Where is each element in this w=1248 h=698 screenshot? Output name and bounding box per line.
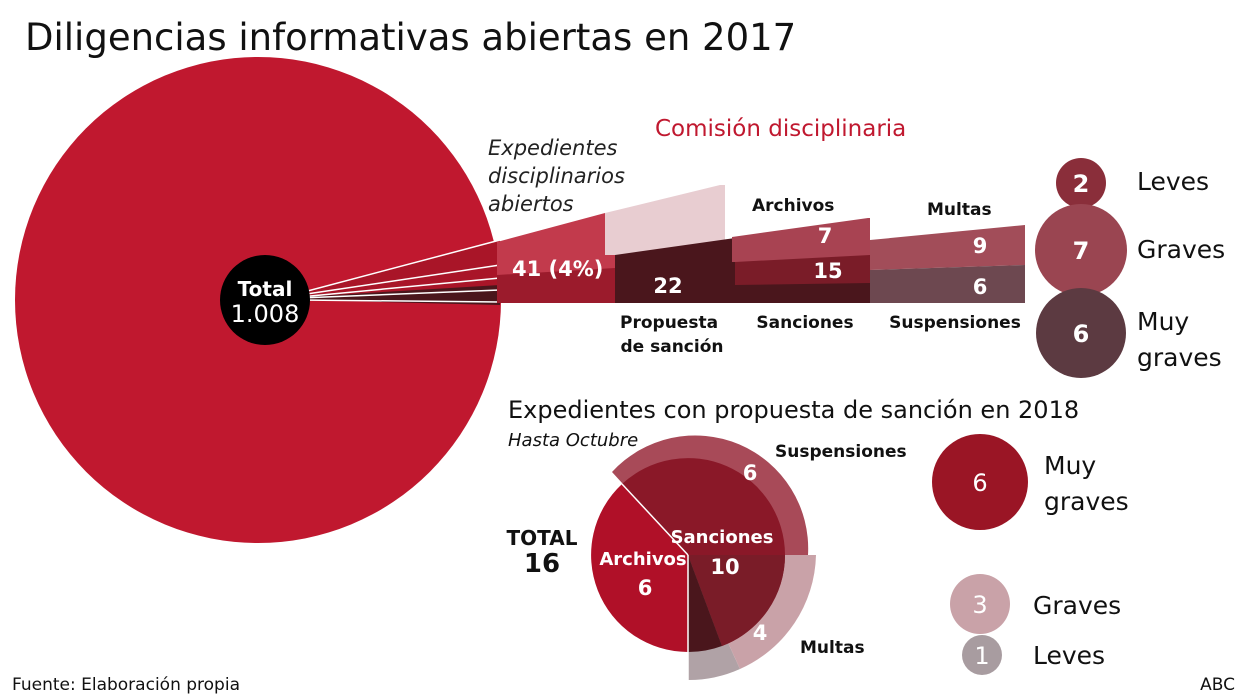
total-badge — [220, 255, 310, 345]
severity-value: 6 — [972, 469, 987, 497]
severity-2018-muy-graves — [932, 434, 1028, 530]
severity-value: 3 — [972, 591, 987, 619]
suspensiones-2018-label: Suspensiones — [775, 442, 907, 462]
expedientes-label-line: Expedientes — [488, 136, 617, 160]
multas-label: Multas — [927, 200, 992, 220]
severity-bubble-leves — [1056, 158, 1106, 208]
archivos-2018-value: 6 — [638, 576, 653, 600]
severity-label: Muy graves — [1044, 451, 1129, 516]
severity-value: 6 — [1073, 320, 1090, 348]
section-2018-subtitle: Hasta Octubre — [508, 430, 638, 451]
severity-label-line: Muy — [1137, 307, 1189, 336]
bar-propuesta-top — [605, 185, 725, 255]
brand-logo: ABC — [1200, 675, 1235, 695]
severity-label: Graves — [1033, 591, 1121, 620]
severity-label-line: graves — [1044, 487, 1129, 516]
bar-multas — [870, 225, 1025, 270]
severity-value: 2 — [1073, 170, 1090, 198]
propuesta-value: 22 — [653, 274, 682, 298]
severity-bubble-muy-graves — [1036, 288, 1126, 378]
expedientes-value: 41 (4%) — [512, 257, 603, 281]
suspensiones-label: Suspensiones — [889, 313, 1021, 333]
expedientes-label-line: abiertos — [488, 192, 574, 216]
sanciones-label: Sanciones — [756, 313, 853, 333]
propuesta-label: Propuesta de sanción — [620, 313, 724, 357]
expedientes-label: Expedientes disciplinarios abiertos — [488, 136, 632, 216]
archivos-value: 7 — [818, 224, 833, 248]
expedientes-label-line: disciplinarios — [488, 164, 625, 188]
severity-label: Graves — [1137, 235, 1225, 264]
slice-sanciones-inner — [688, 555, 786, 646]
severity-label: Leves — [1137, 167, 1209, 196]
bar-suspensiones — [870, 265, 1025, 303]
total-value: 1.008 — [231, 300, 300, 328]
severity-label-line: graves — [1137, 343, 1222, 372]
multas-2018-value: 4 — [753, 621, 768, 645]
slice-divider — [299, 277, 501, 298]
severity-label: Leves — [1033, 641, 1105, 670]
multas-value: 9 — [973, 234, 988, 258]
multas-2018-label: Multas — [800, 638, 865, 658]
pie-2018 — [591, 435, 816, 681]
bar-propuesta — [615, 238, 735, 303]
sanciones-2018-label: Sanciones — [671, 527, 774, 548]
slice-divider — [299, 264, 501, 296]
funnel — [497, 185, 1025, 303]
propuesta-label-line: Propuesta — [620, 313, 718, 333]
source-note: Fuente: Elaboración propia — [12, 675, 240, 695]
severity-bubble-graves — [1035, 204, 1127, 296]
slice-divider — [299, 239, 501, 294]
total-2018-value: 16 — [524, 549, 560, 579]
archivos-2018-label: Archivos — [599, 549, 686, 570]
bar-expedientes-lower — [497, 268, 615, 303]
slice-divider — [299, 299, 501, 303]
suspensiones-2018-value: 6 — [743, 461, 758, 485]
severity-value: 1 — [974, 642, 989, 670]
slice-archivos — [591, 484, 688, 652]
pie-2017: Total 1.008 — [15, 57, 501, 543]
chart-title: Diligencias informativas abiertas en 201… — [25, 16, 796, 59]
sanciones-2018-value: 10 — [710, 555, 739, 579]
propuesta-label-line: de sanción — [621, 337, 724, 357]
severity-label: Muy graves — [1137, 307, 1222, 372]
section-2018-title: Expedientes con propuesta de sanción en … — [508, 396, 1079, 424]
severity-value: 7 — [1073, 237, 1090, 265]
slice-dark — [688, 555, 722, 653]
total-label: Total — [238, 277, 293, 301]
archivos-label: Archivos — [752, 196, 834, 216]
comision-title: Comisión disciplinaria — [655, 116, 906, 142]
sanciones-value: 15 — [813, 259, 842, 283]
total-2018-label: TOTAL — [507, 526, 578, 550]
bar-archivos — [732, 218, 870, 262]
slice-divider — [299, 289, 501, 299]
bar-sanciones-lower — [735, 283, 870, 303]
suspensiones-value: 6 — [973, 275, 988, 299]
severity-label-line: Muy — [1044, 451, 1096, 480]
severity-2018-leves — [962, 635, 1002, 675]
severity-2018-graves — [950, 574, 1010, 634]
slice-divider — [621, 483, 689, 556]
